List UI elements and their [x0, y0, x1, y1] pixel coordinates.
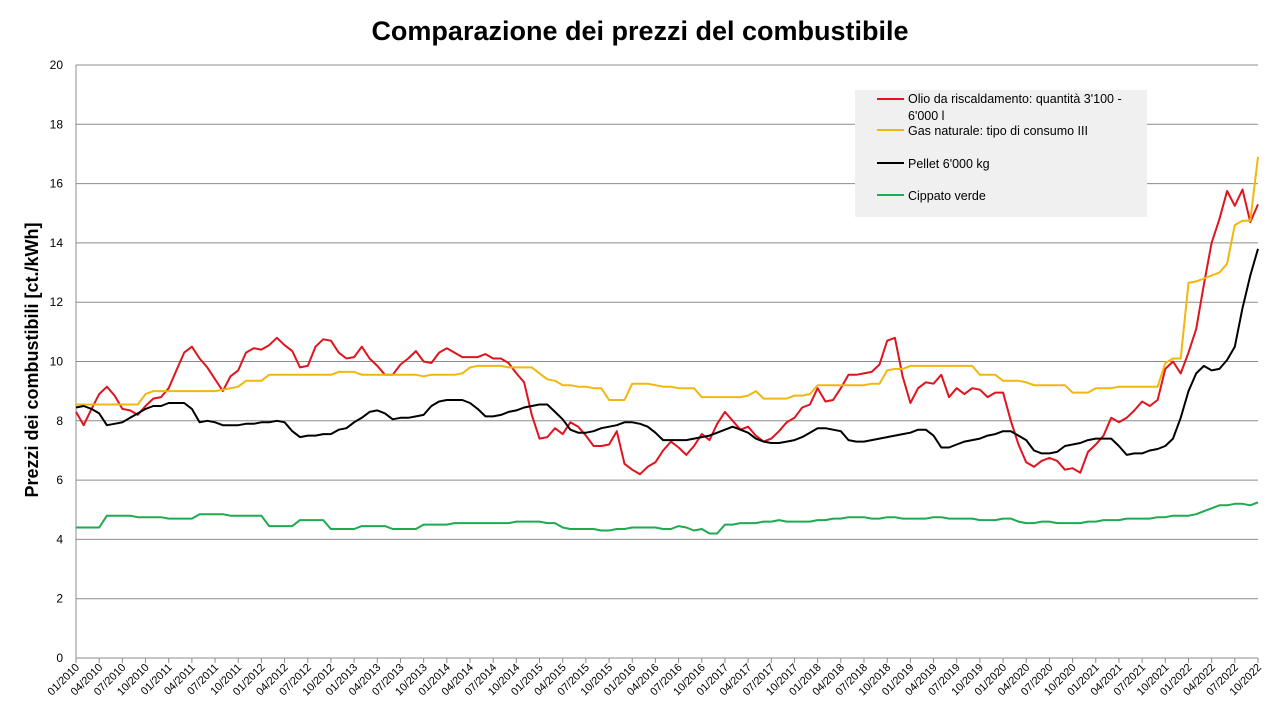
legend-label-heating-oil-line2: 6'000 l — [908, 109, 944, 123]
series-natural-gas-line — [76, 156, 1259, 406]
y-axis-label: Prezzi dei combustibili [ct./kWh] — [22, 222, 42, 497]
series-pellet-line — [75, 248, 1259, 456]
legend-label-heating-oil: Olio da riscaldamento: quantità 3'100 - — [908, 92, 1122, 106]
legend-label-natural-gas: Gas naturale: tipo di consumo III — [908, 124, 1088, 138]
y-tick-label: 8 — [56, 414, 63, 428]
legend-item-wood-chips: Cippato verde — [877, 189, 986, 203]
series-lines — [75, 156, 1259, 535]
legend-item-heating-oil: Olio da riscaldamento: quantità 3'100 - … — [877, 92, 1122, 123]
y-tick-label: 12 — [50, 295, 64, 309]
legend-item-pellet: Pellet 6'000 kg — [877, 157, 990, 171]
y-axis-ticks: 0 2 4 6 8 10 12 14 16 18 20 — [50, 58, 64, 665]
x-axis-ticks: 01/201004/201007/201010/201001/201104/20… — [46, 658, 1264, 698]
y-tick-label: 0 — [56, 651, 63, 665]
y-tick-label: 6 — [56, 473, 63, 487]
y-tick-label: 20 — [50, 58, 64, 72]
y-tick-label: 18 — [50, 117, 64, 131]
series-heating-oil-line — [75, 188, 1259, 476]
legend-item-natural-gas: Gas naturale: tipo di consumo III — [877, 124, 1088, 138]
legend-label-pellet: Pellet 6'000 kg — [908, 157, 990, 171]
y-tick-label: 4 — [56, 532, 63, 546]
legend-box — [855, 90, 1147, 217]
y-tick-label: 10 — [50, 355, 64, 369]
y-tick-label: 16 — [50, 177, 64, 191]
legend-label-wood-chips: Cippato verde — [908, 189, 986, 203]
chart-title: Comparazione dei prezzi del combustibile — [371, 16, 908, 46]
series-wood-chips-line — [76, 501, 1259, 535]
y-tick-label: 2 — [56, 592, 63, 606]
legend: Olio da riscaldamento: quantità 3'100 - … — [855, 90, 1147, 217]
y-tick-label: 14 — [50, 236, 64, 250]
